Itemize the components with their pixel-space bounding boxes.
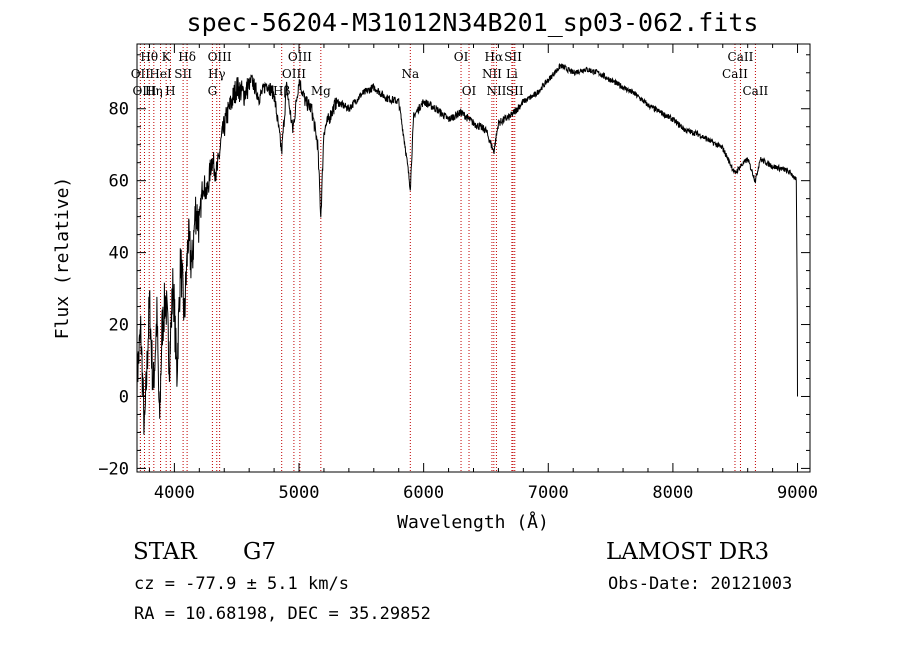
y-tick-label: −20 [98,459,129,479]
spectral-line-label: Hβ [273,84,290,98]
y-tick-label: 0 [119,387,129,407]
x-tick-label: 5000 [279,483,320,503]
y-tick-label: 20 [109,316,129,336]
spectral-line-label: OIII [132,84,156,98]
spectral-line-label: Hη [145,84,163,98]
spectral-line-label: OII [131,67,151,81]
observation-date: Obs-Date: 20121003 [608,574,793,594]
spectral-line-label: SII [506,84,524,98]
spectral-line-label: Hδ [178,50,196,64]
spectral-line-label: OIII [288,50,312,64]
x-tick-label: 8000 [652,483,693,503]
line-labels: Hθ OII OIII K HeI Hη Hδ SII H OIII Hγ G OIII OIII Hβ Mg… [131,50,769,98]
spectral-line-label: OI [454,50,469,64]
y-tick-label: 80 [109,100,129,120]
axes: 4000 5000 6000 7000 8000 9000 −20 0 20 40 60 80 [98,44,818,503]
spectral-line-label: Na [401,67,419,81]
spectral-line-label: K [162,50,172,64]
subclass: G7 [243,539,277,565]
spectral-line-label: CaII [742,84,768,98]
x-axis-label: Wavelength (Å) [397,511,549,533]
plot-frame [136,43,811,473]
spectral-line-label: HeI [149,67,172,81]
flux-series-line [136,62,798,435]
x-tick-label: 4000 [154,483,195,503]
spectral-line-label: Mg [311,84,331,98]
spectral-line-markers [139,44,756,472]
spectral-line-label: CaII [728,50,754,64]
x-tick-label: 6000 [403,483,444,503]
x-tick-label: 7000 [528,483,569,503]
coordinates: RA = 10.68198, DEC = 35.29852 [134,604,431,624]
spectral-line-label: OIII [282,67,306,81]
y-tick-label: 40 [109,244,129,264]
spectral-line-label: Hα [485,50,504,64]
spectral-line-label: CaII [722,67,748,81]
spectral-line-label: Hθ [140,50,158,64]
survey-name: LAMOST DR3 [606,539,770,565]
object-class: STAR [133,539,197,565]
chart-title: spec-56204-M31012N34B201_sp03-062.fits [186,8,759,37]
spectral-line-label: OIII [208,50,232,64]
x-tick-label: 9000 [777,483,818,503]
spectral-line-label: G [208,84,218,98]
spectral-line-label: Li [506,67,518,81]
spectral-line-label: SII [504,50,522,64]
spectral-line-label: OI [462,84,477,98]
spectral-line-label: SII [174,67,192,81]
spectral-line-label: Hγ [208,67,226,81]
spectral-line-label: NII [482,67,502,81]
redshift-velocity: cz = -77.9 ± 5.1 km/s [134,574,349,594]
y-axis-label: Flux (relative) [52,177,73,340]
y-tick-label: 60 [109,172,129,192]
spectral-line-label: H [165,84,175,98]
spectral-line-label: NII [486,84,506,98]
flux-series-layer [136,62,798,435]
